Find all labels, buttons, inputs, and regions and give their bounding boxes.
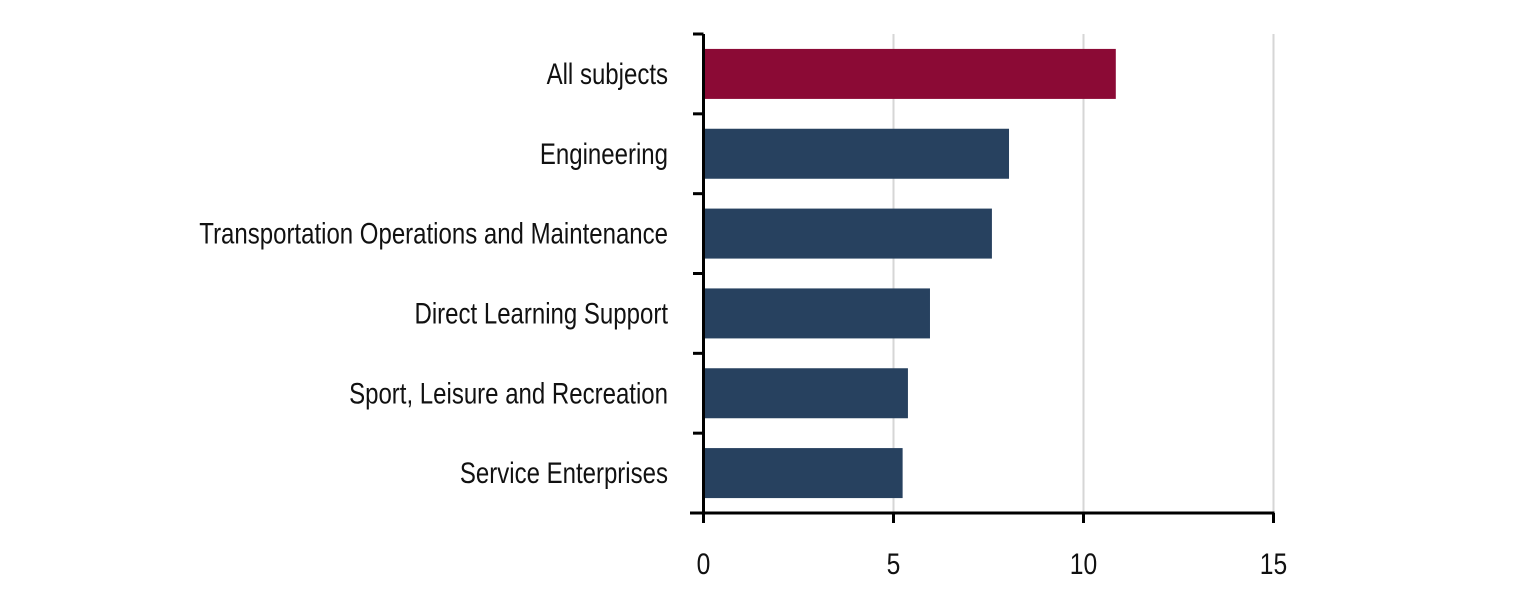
bar-sport-leisure-and-recreation: [703, 368, 908, 419]
axes: [690, 32, 1275, 523]
bar-all-subjects: [703, 48, 1116, 99]
x-tick-labels: 0 5 10 15: [697, 548, 1288, 581]
x-tick-label: 0: [697, 548, 711, 581]
bar-direct-learning-support: [703, 288, 930, 339]
x-tick-label: 5: [887, 548, 901, 581]
category-label: All subjects: [547, 58, 668, 91]
x-tick-label: 10: [1070, 548, 1097, 581]
bar-engineering: [703, 128, 1010, 179]
category-label: Direct Learning Support: [415, 297, 669, 330]
bars: [703, 48, 1116, 499]
category-label: Transportation Operations and Maintenanc…: [199, 218, 668, 251]
category-label: Sport, Leisure and Recreation: [349, 377, 668, 410]
category-labels: All subjects Engineering Transportation Op…: [199, 58, 668, 490]
gridlines: [892, 34, 1275, 513]
x-tick-label: 15: [1260, 548, 1287, 581]
bar-transportation-operations-and-maintenance: [703, 208, 992, 259]
category-label: Service Enterprises: [460, 457, 668, 490]
bar-service-enterprises: [703, 448, 903, 499]
category-label: Engineering: [540, 138, 668, 171]
